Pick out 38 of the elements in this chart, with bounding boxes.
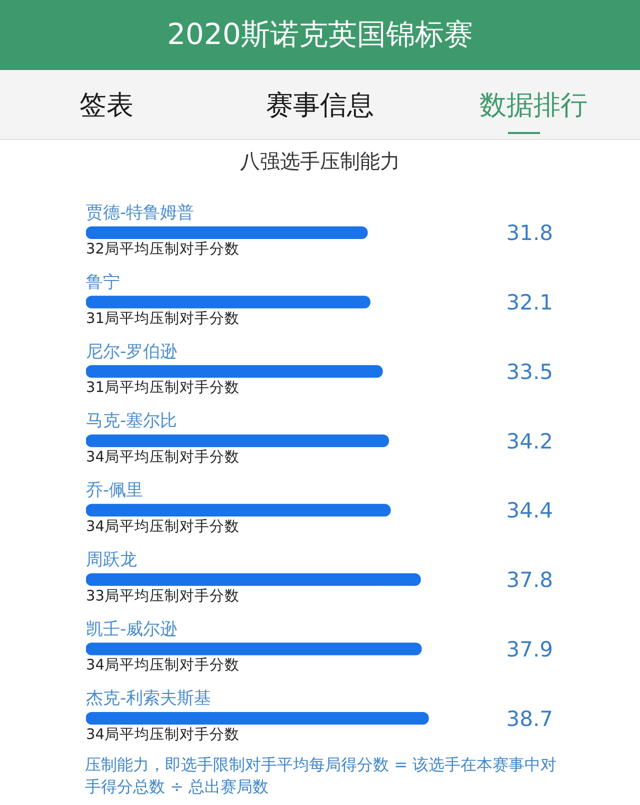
annotation: 31局平均压制对手分数 <box>86 379 240 396</box>
data-label: 37.9 <box>506 637 553 662</box>
data-label: 38.7 <box>506 706 553 731</box>
data-label: 31.8 <box>506 221 553 246</box>
y-tick-label: 凯壬-威尔逊 <box>86 619 178 640</box>
text: 数据排行 <box>479 88 588 122</box>
y-tick-label: 杰克-利索夫斯基 <box>86 688 212 709</box>
annotation: 31局平均压制对手分数 <box>86 310 240 327</box>
data-label: 34.2 <box>506 429 553 454</box>
bar <box>86 365 383 378</box>
y-tick-label: 周跃龙 <box>86 550 137 570</box>
data-label: 37.8 <box>506 568 553 592</box>
chart-title: 2020斯诺克英国锦标赛 <box>167 16 473 53</box>
y-tick-label: 尼尔-罗伯逊 <box>86 342 178 362</box>
annotation: 34局平均压制对手分数 <box>86 656 240 674</box>
y-tick-label: 马克-塞尔比 <box>86 411 178 432</box>
annotation: 34局平均压制对手分数 <box>86 726 240 744</box>
annotation: 33局平均压制对手分数 <box>86 587 240 604</box>
data-label: 33.5 <box>506 360 553 384</box>
text: 赛事信息 <box>266 88 374 122</box>
annotation: 34局平均压制对手分数 <box>86 448 240 466</box>
annotation: 压制能力，即选手限制对手平均每局得分数 = 该选手在本赛事中对手得分总数 ÷ 总出赛局数 <box>84 754 558 798</box>
bar <box>86 573 421 586</box>
annotation: 32局平均压制对手分数 <box>86 240 240 258</box>
text: 签表 <box>80 88 134 122</box>
y-tick-label: 乔-佩里 <box>86 480 144 501</box>
y-tick-label: 贾德-特鲁姆普 <box>86 203 194 224</box>
bar <box>86 434 389 448</box>
data-label: 32.1 <box>506 290 553 315</box>
bar <box>86 296 370 308</box>
bar <box>86 226 368 240</box>
bar <box>86 712 429 725</box>
y-tick-label: 鲁宁 <box>86 272 120 292</box>
bar <box>86 642 422 656</box>
annotation: 34局平均压制对手分数 <box>86 518 240 535</box>
bar <box>86 504 391 517</box>
chart-subtitle: 八强选手压制能力 <box>240 149 400 174</box>
data-label: 34.4 <box>506 498 553 523</box>
